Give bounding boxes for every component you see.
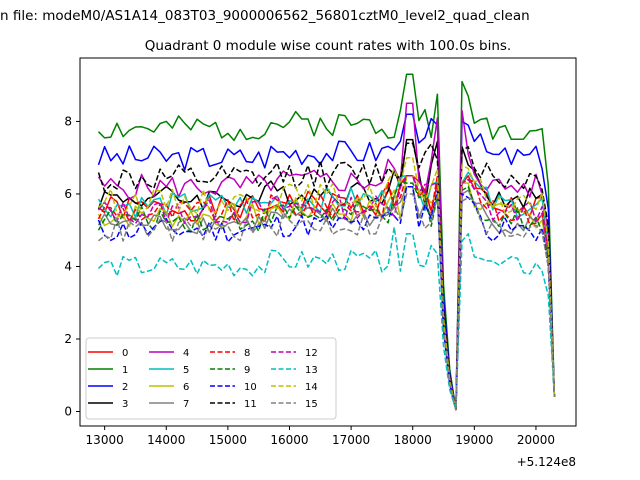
y-tick-label: 0	[64, 404, 72, 418]
legend-box	[85, 337, 337, 420]
y-tick-label: 4	[64, 259, 72, 273]
legend-label-10: 10	[244, 382, 257, 393]
series-line-12	[97, 175, 556, 411]
x-tick-label: 14000	[147, 433, 185, 447]
legend-label-13: 13	[305, 365, 318, 376]
series-line-2	[97, 113, 556, 411]
legend-label-3: 3	[122, 399, 128, 410]
y-tick-label: 6	[64, 187, 72, 201]
x-tick-label: 20000	[517, 433, 555, 447]
chart-title: Quadrant 0 module wise count rates with …	[145, 38, 511, 54]
y-axis: 0 2 4 6 8	[64, 114, 80, 418]
legend-label-14: 14	[305, 382, 318, 393]
legend-label-6: 6	[183, 382, 189, 393]
series-line-8	[97, 175, 556, 411]
y-tick-label: 8	[64, 114, 72, 128]
series-line-9	[97, 180, 556, 411]
x-tick-label: 17000	[332, 433, 370, 447]
series-line-1	[97, 73, 556, 411]
legend-label-8: 8	[244, 348, 250, 359]
figure-suptitle: n file: modeM0/AS1A14_083T03_9000006562_…	[0, 8, 530, 24]
legend-label-11: 11	[244, 399, 257, 410]
legend-label-15: 15	[305, 399, 318, 410]
legend-label-7: 7	[183, 399, 189, 410]
x-tick-label: 13000	[86, 433, 124, 447]
axes-frame	[79, 57, 577, 427]
series-line-14	[97, 156, 556, 411]
x-tick-label: 18000	[394, 433, 432, 447]
series-line-7	[97, 185, 556, 411]
series-line-11	[97, 142, 556, 411]
x-offset-label: +5.124e8	[517, 455, 576, 469]
x-axis: 13000 14000 15000 16000 17000 18000 19000 20000	[86, 426, 555, 447]
series-line-6	[97, 175, 556, 411]
plot-lines	[97, 73, 556, 411]
legend-label-5: 5	[183, 365, 189, 376]
legend-label-2: 2	[122, 382, 128, 393]
x-tick-label: 16000	[270, 433, 308, 447]
legend-label-9: 9	[244, 365, 250, 376]
x-tick-label: 15000	[209, 433, 247, 447]
y-tick-label: 2	[64, 332, 72, 346]
legend-label-4: 4	[183, 348, 189, 359]
x-tick-label: 19000	[455, 433, 493, 447]
series-line-15	[98, 193, 556, 411]
legend-label-0: 0	[122, 348, 128, 359]
series-line-4	[97, 102, 556, 411]
legend-label-12: 12	[305, 348, 318, 359]
legend-label-1: 1	[122, 365, 128, 376]
